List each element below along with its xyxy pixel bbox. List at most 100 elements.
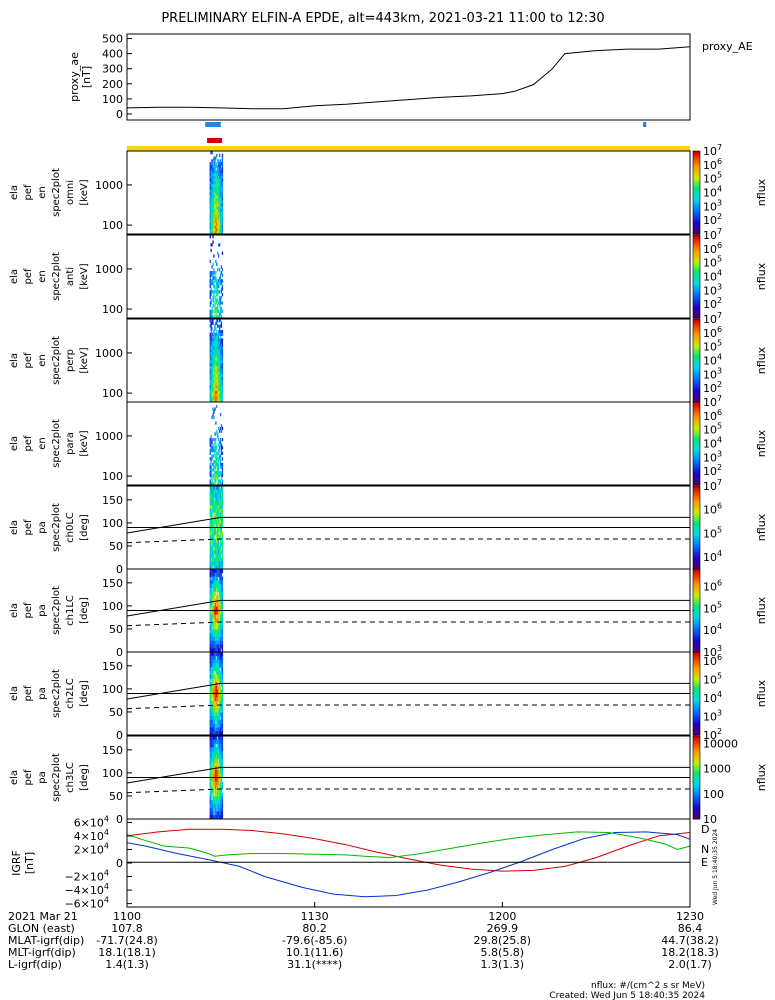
heat-cell bbox=[216, 569, 218, 574]
heat-cell bbox=[214, 803, 216, 809]
heat-cell bbox=[214, 451, 216, 455]
heat-cell bbox=[218, 796, 220, 801]
heat-cell bbox=[214, 195, 216, 199]
heat-cell bbox=[213, 225, 215, 229]
heat-cell bbox=[213, 156, 215, 160]
colorbar-segment bbox=[693, 167, 700, 171]
heat-cell bbox=[211, 751, 213, 756]
heat-cell bbox=[221, 181, 224, 185]
heat-cell bbox=[219, 803, 221, 809]
heat-cell bbox=[213, 580, 215, 585]
heat-cell bbox=[211, 811, 213, 816]
heat-cell bbox=[219, 170, 222, 174]
heat-cell bbox=[213, 393, 215, 397]
colorbar-segment bbox=[693, 627, 700, 630]
heat-cell bbox=[219, 731, 221, 736]
colorbar-segment bbox=[693, 800, 700, 803]
heat-cell bbox=[211, 321, 213, 325]
heat-cell bbox=[220, 203, 223, 207]
heat-cell bbox=[221, 708, 224, 713]
heat-cell bbox=[221, 667, 224, 672]
heat-cell bbox=[217, 727, 219, 732]
heat-cell bbox=[218, 203, 220, 207]
heat-cell bbox=[219, 189, 222, 193]
colorbar-frame bbox=[692, 401, 701, 486]
heat-cell bbox=[215, 674, 217, 679]
heat-cell bbox=[217, 531, 219, 536]
heat-cell bbox=[209, 599, 211, 604]
heat-cell bbox=[219, 371, 221, 375]
heat-cell bbox=[221, 192, 224, 196]
colorbar-tick-exp: 6 bbox=[717, 653, 722, 662]
heat-cell bbox=[209, 192, 211, 196]
heat-cell bbox=[213, 701, 215, 706]
heat-cell bbox=[215, 479, 217, 483]
heat-ytick-label: 100 bbox=[102, 683, 123, 696]
colorbar-tick-label: 105 bbox=[703, 672, 722, 687]
heat-cell bbox=[219, 346, 221, 350]
colorbar-segment bbox=[693, 188, 700, 191]
heat-cell bbox=[210, 648, 212, 653]
ephem-cell: 18.2(18.3) bbox=[661, 946, 719, 959]
heat-cell bbox=[214, 773, 216, 778]
heat-cell bbox=[216, 689, 218, 694]
heat-cell bbox=[215, 576, 217, 581]
heat-cell bbox=[214, 678, 216, 683]
heat-cell bbox=[212, 553, 214, 559]
heat-cell bbox=[217, 251, 219, 255]
heat-cell bbox=[221, 231, 224, 235]
heat-cell bbox=[209, 621, 211, 626]
heat-ytick-label: 0 bbox=[116, 729, 123, 742]
heat-cell bbox=[217, 629, 219, 634]
heat-cell bbox=[213, 561, 215, 566]
heat-ytick-label: 150 bbox=[102, 744, 123, 757]
heat-cell bbox=[215, 349, 217, 353]
heat-cell bbox=[217, 268, 219, 272]
heat-cell bbox=[213, 815, 215, 820]
colorbar-tick-exp: 5 bbox=[717, 600, 722, 609]
colorbar-segment bbox=[693, 660, 700, 663]
heat-cell bbox=[215, 486, 217, 491]
colorbar-segment bbox=[693, 225, 700, 229]
heat-cell bbox=[210, 377, 212, 381]
colorbar-segment bbox=[693, 798, 700, 801]
heat-cell bbox=[213, 462, 215, 467]
heat-cell bbox=[211, 508, 213, 513]
colorbar-segment bbox=[693, 470, 700, 474]
colorbar-segment bbox=[693, 251, 700, 255]
colorbar-segment bbox=[693, 712, 700, 715]
heat-cell bbox=[220, 689, 223, 694]
heat-cell bbox=[219, 324, 222, 328]
colorbar-segment bbox=[693, 264, 700, 267]
ylabel-line: ela bbox=[9, 520, 20, 535]
heat-cell bbox=[220, 489, 223, 494]
heat-cell bbox=[216, 792, 218, 797]
heat-cell bbox=[214, 785, 216, 790]
heat-cell bbox=[218, 663, 220, 668]
heat-cell bbox=[218, 493, 220, 498]
heat-cell bbox=[220, 167, 223, 171]
proxy-ae-ytick-label: 400 bbox=[102, 48, 123, 61]
heat-cell bbox=[221, 655, 224, 660]
colorbar-segment bbox=[693, 370, 700, 374]
heat-cell bbox=[219, 312, 222, 316]
heat-cell bbox=[214, 312, 216, 316]
colorbar-segment bbox=[693, 583, 700, 587]
colorbar-segment bbox=[693, 404, 700, 407]
heat-cell bbox=[211, 606, 213, 611]
heat-cell bbox=[210, 663, 212, 668]
heat-cell bbox=[215, 800, 217, 805]
heat-cell bbox=[210, 708, 212, 713]
heat-cell bbox=[215, 220, 217, 224]
heat-cell bbox=[219, 723, 222, 728]
colorbar-segment bbox=[693, 796, 700, 799]
heat-cell bbox=[219, 712, 222, 717]
heat-cell bbox=[215, 309, 217, 313]
colorbar-tick-exp: 3 bbox=[717, 366, 722, 375]
heat-cell bbox=[212, 580, 214, 585]
colorbar-segment bbox=[693, 402, 700, 405]
heat-cell bbox=[216, 584, 218, 589]
heat-cell bbox=[214, 770, 216, 775]
colorbar-segment bbox=[693, 573, 700, 576]
heat-cell bbox=[211, 747, 213, 752]
